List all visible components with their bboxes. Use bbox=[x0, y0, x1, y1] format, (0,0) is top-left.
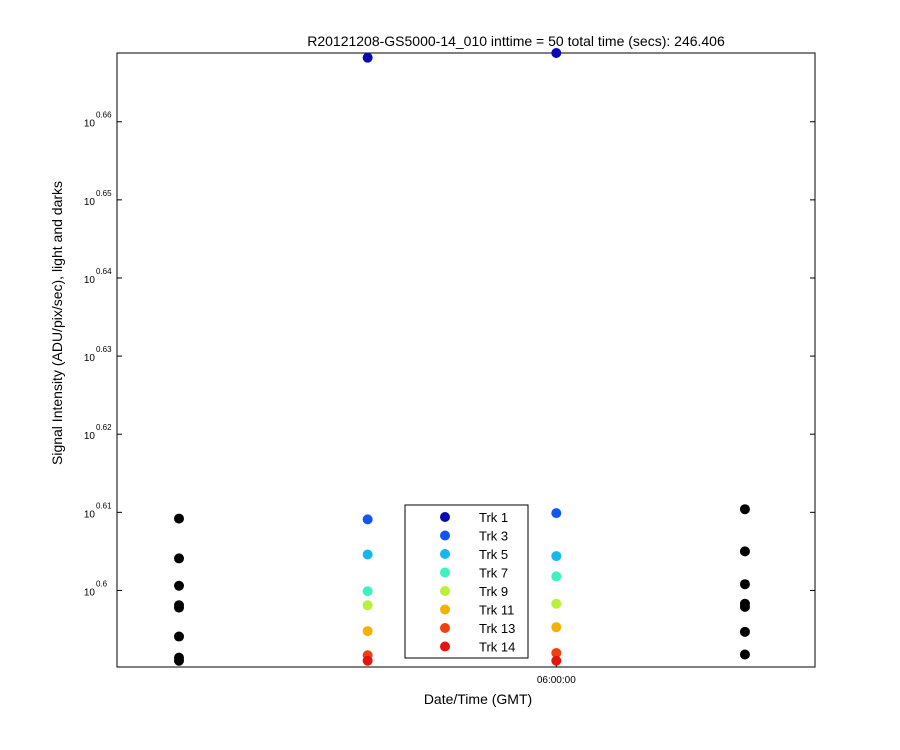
y-tick-label: 10 bbox=[84, 353, 96, 364]
y-tick-label-exponent: 0.65 bbox=[96, 189, 112, 198]
legend-marker bbox=[440, 530, 450, 541]
legend-marker bbox=[440, 549, 450, 559]
data-point bbox=[174, 602, 184, 613]
y-tick-label-exponent: 0.64 bbox=[96, 267, 112, 276]
legend-marker bbox=[440, 586, 450, 596]
legend-marker bbox=[440, 604, 450, 615]
y-axis-label: Signal Intensity (ADU/pix/sec), light an… bbox=[49, 181, 65, 465]
data-point bbox=[551, 48, 562, 58]
legend-label: Trk 11 bbox=[479, 603, 514, 618]
legend-label: Trk 7 bbox=[479, 566, 508, 581]
y-tick-label-exponent: 0.63 bbox=[96, 345, 112, 354]
data-point bbox=[174, 580, 184, 591]
data-point bbox=[362, 514, 373, 525]
data-point bbox=[551, 551, 562, 562]
legend-label: Trk 1 bbox=[479, 510, 508, 525]
legend-label: Trk 5 bbox=[479, 547, 508, 562]
data-point bbox=[362, 600, 373, 611]
data-point bbox=[174, 631, 184, 642]
axis-ticks: 100.6100.61100.62100.63100.64100.65100.6… bbox=[84, 53, 815, 686]
legend-marker bbox=[440, 567, 450, 578]
y-tick-label-exponent: 0.66 bbox=[96, 111, 112, 120]
y-tick-label-exponent: 0.6 bbox=[96, 579, 108, 588]
x-axis-label: Date/Time (GMT) bbox=[424, 691, 532, 707]
data-point bbox=[362, 586, 373, 597]
data-point bbox=[551, 571, 562, 582]
data-point bbox=[551, 655, 562, 666]
legend-label: Trk 9 bbox=[479, 584, 508, 599]
legend-label: Trk 14 bbox=[479, 640, 515, 655]
data-point bbox=[739, 601, 750, 612]
legend-marker bbox=[440, 512, 450, 522]
y-tick-label: 10 bbox=[84, 275, 96, 286]
y-tick-label-exponent: 0.61 bbox=[96, 501, 112, 510]
data-point bbox=[739, 579, 750, 590]
data-point bbox=[362, 549, 373, 560]
legend-label: Trk 13 bbox=[479, 621, 515, 636]
data-point bbox=[174, 513, 184, 524]
data-point bbox=[551, 647, 562, 658]
data-point bbox=[362, 655, 373, 666]
x-tick-label: 06:00:00 bbox=[537, 675, 576, 686]
legend-marker bbox=[440, 641, 450, 652]
data-point bbox=[739, 504, 750, 515]
data-points bbox=[174, 48, 750, 666]
legend-box bbox=[404, 504, 529, 659]
data-point bbox=[739, 649, 750, 660]
legend-label: Trk 3 bbox=[479, 529, 508, 544]
y-tick-label: 10 bbox=[84, 197, 96, 208]
data-point bbox=[174, 553, 184, 564]
y-tick-label: 10 bbox=[84, 587, 96, 598]
data-point bbox=[174, 655, 184, 666]
data-point bbox=[551, 622, 562, 633]
y-tick-label-exponent: 0.62 bbox=[96, 423, 112, 432]
y-tick-label: 10 bbox=[84, 119, 96, 130]
data-point bbox=[739, 546, 750, 557]
legend-marker bbox=[440, 623, 450, 633]
data-point bbox=[362, 626, 373, 637]
chart-title: R20121208-GS5000-14_010 inttime = 50 tot… bbox=[307, 33, 725, 49]
y-tick-label: 10 bbox=[84, 509, 96, 520]
y-tick-label: 10 bbox=[84, 431, 96, 442]
data-point bbox=[362, 52, 373, 63]
data-point bbox=[551, 598, 562, 609]
data-point bbox=[551, 508, 562, 519]
data-point bbox=[739, 626, 750, 637]
legend: Trk 1 Trk 3 Trk 5 Trk 7 Trk 9 Trk 11 Trk 13 Trk… bbox=[404, 504, 529, 659]
